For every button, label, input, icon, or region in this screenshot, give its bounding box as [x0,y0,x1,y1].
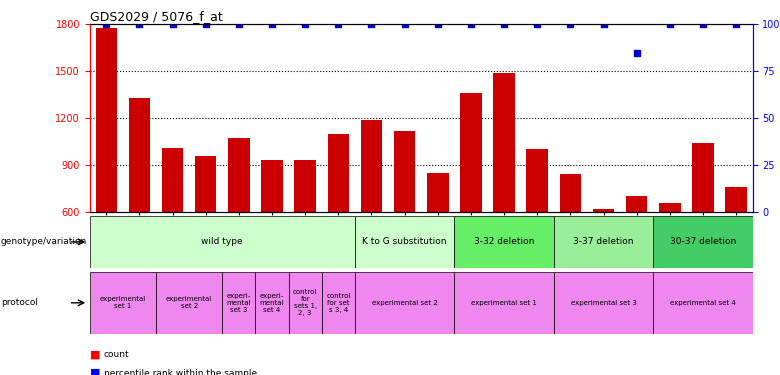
Bar [355,216,454,268]
Bar [195,156,217,306]
Bar [493,73,515,306]
Bar [692,143,714,306]
Text: control
for set
s 3, 4: control for set s 3, 4 [326,293,350,313]
Text: experi-
mental
set 4: experi- mental set 4 [260,293,284,313]
Text: experimental set 4: experimental set 4 [670,300,736,306]
Bar [427,173,448,306]
Bar [559,174,581,306]
Bar [654,216,753,268]
Bar [328,134,349,306]
Point [465,21,477,27]
Bar [261,160,283,306]
Bar [654,272,753,334]
Bar [321,272,355,334]
Bar [90,216,355,268]
Text: experi-
mental
set 3: experi- mental set 3 [227,293,251,313]
Bar [460,93,482,306]
Point [399,21,411,27]
Point [630,50,643,55]
Text: wild type: wild type [201,237,243,246]
Bar [526,149,548,306]
Bar [294,160,316,306]
Point [266,21,278,27]
Text: protocol: protocol [1,298,37,307]
Bar [725,187,747,306]
Bar [355,272,454,334]
Point [597,21,610,27]
Point [431,21,444,27]
Point [232,21,245,27]
Text: count: count [104,350,129,359]
Text: experimental set 1: experimental set 1 [471,300,537,306]
Text: experimental set 2: experimental set 2 [372,300,438,306]
Point [299,21,311,27]
Bar [554,216,654,268]
Point [365,21,378,27]
Text: experimental
set 2: experimental set 2 [166,296,212,309]
Point [200,21,212,27]
Bar [129,98,151,306]
Bar [90,272,156,334]
Text: 3-32 deletion: 3-32 deletion [474,237,534,246]
Bar [394,130,416,306]
Text: GDS2029 / 5076_f_at: GDS2029 / 5076_f_at [90,10,222,23]
Bar [95,27,117,306]
Text: 3-37 deletion: 3-37 deletion [573,237,634,246]
Bar [222,272,256,334]
Bar [360,120,382,306]
Point [531,21,544,27]
Point [664,21,676,27]
Point [133,21,146,27]
Text: genotype/variation: genotype/variation [1,237,87,246]
Text: ■: ■ [90,368,100,375]
Bar [156,272,222,334]
Bar [554,272,654,334]
Text: percentile rank within the sample: percentile rank within the sample [104,369,257,375]
Bar [255,272,289,334]
Bar [593,209,615,306]
Text: experimental set 3: experimental set 3 [571,300,636,306]
Point [166,21,179,27]
Point [498,21,510,27]
Text: experimental
set 1: experimental set 1 [100,296,146,309]
Point [100,21,112,27]
Text: 30-37 deletion: 30-37 deletion [670,237,736,246]
Bar [659,202,681,306]
Text: control
for
sets 1,
2, 3: control for sets 1, 2, 3 [293,290,317,316]
Point [332,21,345,27]
Point [697,21,709,27]
Bar [289,272,321,334]
Point [730,21,743,27]
Bar [161,148,183,306]
Bar [626,196,647,306]
Point [564,21,576,27]
Text: ■: ■ [90,350,100,359]
Text: K to G substitution: K to G substitution [363,237,447,246]
Bar [454,272,554,334]
Bar [454,216,554,268]
Bar [228,138,250,306]
